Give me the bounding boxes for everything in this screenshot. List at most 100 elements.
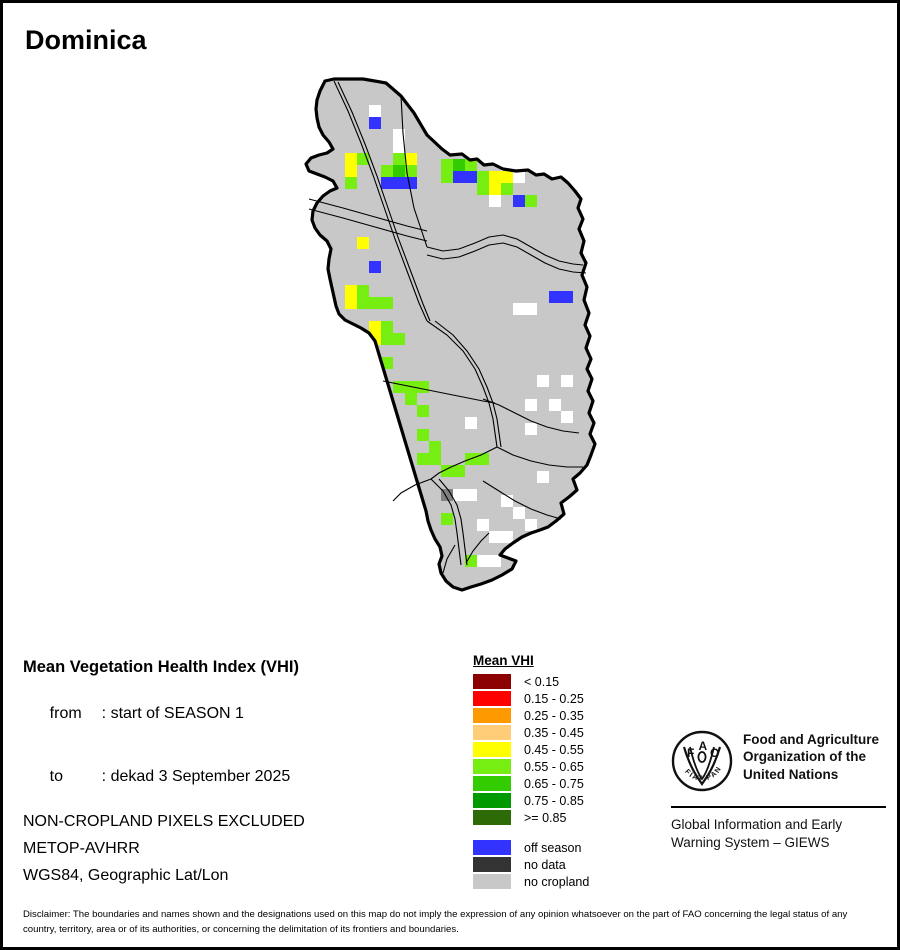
legend-row-class-0: < 0.15 <box>473 673 589 690</box>
legend-swatch-class-8 <box>473 810 511 825</box>
vhi-pixel <box>405 393 417 405</box>
vhi-pixel <box>525 423 537 435</box>
vhi-pixel <box>501 531 513 543</box>
info-cropland-note: NON-CROPLAND PIXELS EXCLUDED <box>23 813 305 830</box>
vhi-pixel <box>489 171 501 183</box>
legend-row-class-6: 0.65 - 0.75 <box>473 775 589 792</box>
vhi-pixel <box>441 171 453 183</box>
legend-swatch-extra-2 <box>473 874 511 889</box>
vhi-pixel <box>417 453 429 465</box>
parish-boundary <box>400 95 428 248</box>
vhi-pixel <box>417 429 429 441</box>
vhi-pixel <box>453 171 465 183</box>
vhi-pixel <box>405 165 417 177</box>
legend-label-extra-1: no data <box>524 857 566 872</box>
parish-boundary <box>308 198 428 232</box>
vhi-pixel <box>369 117 381 129</box>
vhi-pixel <box>393 141 405 153</box>
parish-boundary <box>438 478 468 566</box>
vhi-pixel <box>465 171 477 183</box>
vhi-pixel <box>489 195 501 207</box>
info-projection: WGS84, Geographic Lat/Lon <box>23 867 229 884</box>
parish-boundary-layer <box>308 80 587 574</box>
vhi-pixel <box>537 375 549 387</box>
vhi-pixel <box>393 177 405 189</box>
legend-label-class-4: 0.45 - 0.55 <box>524 742 584 757</box>
vhi-pixel <box>477 183 489 195</box>
parish-boundary <box>426 242 587 274</box>
vhi-pixel <box>381 321 393 333</box>
fao-branding: F A O FIAT PANIS Food and Agriculture Or… <box>668 723 886 852</box>
vhi-pixel <box>465 159 477 171</box>
parish-boundary <box>308 208 428 242</box>
vhi-pixel <box>369 297 381 309</box>
info-to-key: to <box>49 768 64 785</box>
parish-boundary <box>430 478 462 566</box>
legend-label-class-1: 0.15 - 0.25 <box>524 691 584 706</box>
vhi-pixel <box>513 171 525 183</box>
parish-boundary <box>382 380 496 404</box>
legend-swatch-class-2 <box>473 708 511 723</box>
vhi-pixel <box>525 195 537 207</box>
vhi-pixel-layer <box>345 105 573 567</box>
vhi-pixel <box>345 177 357 189</box>
vhi-pixel <box>465 489 477 501</box>
legend-extra-list: off season no data no cropland <box>473 839 589 890</box>
vhi-pixel <box>537 543 549 555</box>
vhi-pixel <box>405 177 417 189</box>
legend-row-extra-1: no data <box>473 856 589 873</box>
vhi-pixel <box>417 405 429 417</box>
vhi-pixel <box>477 519 489 531</box>
parish-boundary <box>496 446 583 468</box>
vhi-pixel <box>357 297 369 309</box>
legend-label-class-7: 0.75 - 0.85 <box>524 793 584 808</box>
fao-divider <box>671 806 886 808</box>
legend-row-class-2: 0.25 - 0.35 <box>473 707 589 724</box>
vhi-pixel <box>357 285 369 297</box>
info-from-key: from <box>49 705 82 722</box>
vhi-pixel <box>477 555 489 567</box>
disclaimer-text: Disclaimer: The boundaries and names sho… <box>23 909 848 935</box>
dominica-map[interactable] <box>3 58 900 618</box>
legend-label-class-6: 0.65 - 0.75 <box>524 776 584 791</box>
parish-boundary <box>337 81 431 322</box>
legend-swatch-extra-1 <box>473 857 511 872</box>
legend-swatch-class-4 <box>473 742 511 757</box>
info-from-row: from: start of SEASON 1 <box>23 687 453 741</box>
fao-logo-letter-f: F <box>687 746 694 760</box>
parish-boundary <box>434 320 502 448</box>
fao-organization-name: Food and Agriculture Organization of the… <box>743 732 879 782</box>
map-canvas[interactable] <box>3 58 900 618</box>
vhi-pixel <box>345 285 357 297</box>
legend-swatch-class-7 <box>473 793 511 808</box>
page-title: Dominica <box>25 25 147 55</box>
legend-swatch-extra-0 <box>473 840 511 855</box>
vhi-pixel <box>525 519 537 531</box>
vhi-pixel <box>513 303 525 315</box>
info-to-row: to: dekad 3 September 2025 <box>23 750 453 804</box>
vhi-pixel <box>369 105 381 117</box>
vhi-pixel <box>381 165 393 177</box>
legend-swatch-class-5 <box>473 759 511 774</box>
vhi-pixel <box>561 375 573 387</box>
legend-row-class-5: 0.55 - 0.65 <box>473 758 589 775</box>
legend-row-class-7: 0.75 - 0.85 <box>473 792 589 809</box>
legend-row-extra-0: off season <box>473 839 589 856</box>
vhi-pixel <box>501 183 513 195</box>
legend-label-class-5: 0.55 - 0.65 <box>524 759 584 774</box>
legend-label-class-3: 0.35 - 0.45 <box>524 725 584 740</box>
vhi-pixel <box>429 441 441 453</box>
legend-swatch-class-0 <box>473 674 511 689</box>
map-legend: Mean VHI < 0.15 0.15 - 0.25 0.25 - 0.35 0.3… <box>473 653 589 890</box>
vhi-pixel <box>393 333 405 345</box>
parish-boundary <box>482 398 580 434</box>
vhi-pixel <box>501 495 513 507</box>
vhi-pixel <box>561 411 573 423</box>
legend-swatch-class-3 <box>473 725 511 740</box>
vhi-pixel <box>381 297 393 309</box>
giews-program-name: Global Information and Early Warning Sys… <box>671 817 843 850</box>
legend-row-class-3: 0.35 - 0.45 <box>473 724 589 741</box>
info-sensor: METOP-AVHRR <box>23 840 140 857</box>
vhi-pixel <box>441 159 453 171</box>
